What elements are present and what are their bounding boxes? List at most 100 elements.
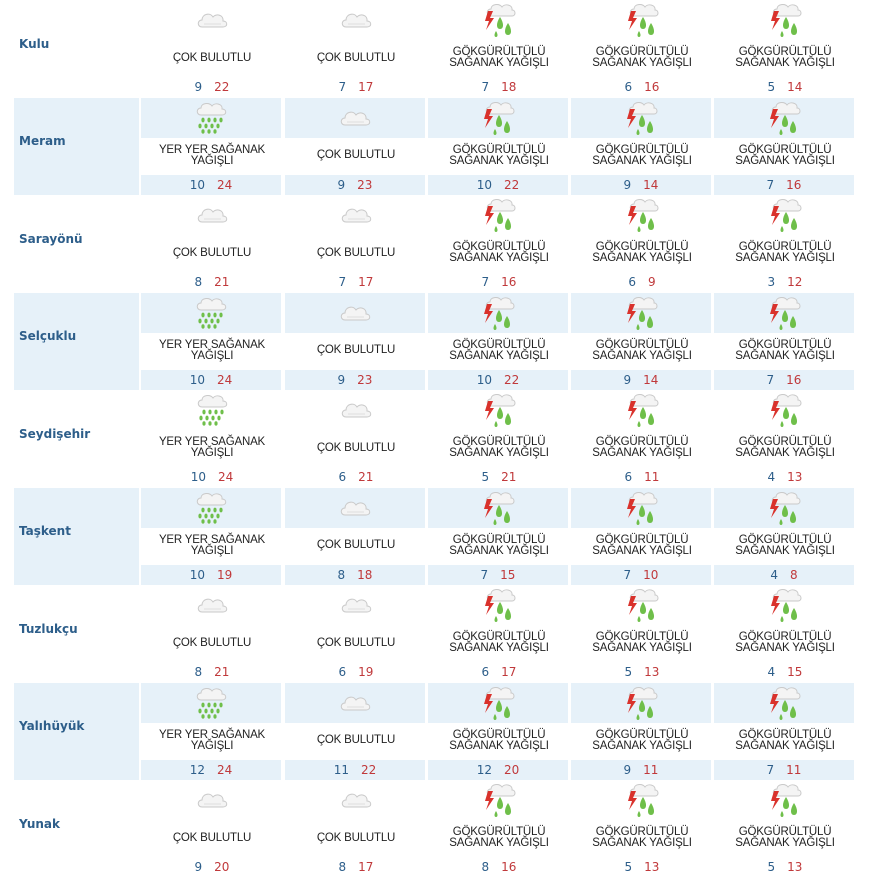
temperature-range: 6 21 — [285, 467, 427, 487]
forecast-day-cell: ÇOK BULUTLU 9 22 — [141, 0, 283, 98]
district-cell: Sarayönü — [14, 195, 139, 293]
forecast-day-cell: ÇOK BULUTLU 7 17 — [285, 0, 427, 98]
temperature-range: 7 17 — [285, 272, 427, 292]
min-temperature: 8 — [194, 665, 203, 679]
forecast-day-cell: GÖKGÜRÜLTÜLÜ SAĞANAK YAĞIŞLI 6 9 — [571, 195, 713, 293]
min-temperature: 4 — [767, 470, 776, 484]
min-temperature: 10 — [189, 567, 205, 582]
temperature-range: 3 12 — [714, 272, 856, 292]
condition-label: GÖKGÜRÜLTÜLÜ SAĞANAK YAĞIŞLI — [735, 46, 835, 69]
condition-label: GÖKGÜRÜLTÜLÜ SAĞANAK YAĞIŞLI — [592, 241, 692, 264]
min-temperature: 9 — [623, 177, 632, 192]
min-temperature: 9 — [337, 372, 346, 387]
condition-label: YER YER SAĞANAK YAĞIŞLI — [158, 728, 266, 752]
min-temperature: 10 — [189, 177, 205, 192]
forecast-day-cell: GÖKGÜRÜLTÜLÜ SAĞANAK YAĞIŞLI 6 11 — [571, 390, 713, 488]
thunderstorm-icon — [571, 0, 713, 40]
temperature-range: 9 11 — [571, 759, 713, 780]
condition-label: GÖKGÜRÜLTÜLÜ SAĞANAK YAĞIŞLI — [735, 533, 835, 557]
max-temperature: 24 — [217, 372, 233, 387]
thunderstorm-icon — [571, 97, 713, 138]
min-temperature: 7 — [481, 80, 490, 94]
max-temperature: 21 — [501, 470, 517, 484]
condition-label: GÖKGÜRÜLTÜLÜ SAĞANAK YAĞIŞLI — [735, 728, 835, 752]
thunderstorm-icon — [714, 780, 856, 820]
forecast-day-cell: GÖKGÜRÜLTÜLÜ SAĞANAK YAĞIŞLI 4 8 — [714, 487, 856, 586]
min-temperature: 7 — [766, 177, 775, 192]
min-temperature: 6 — [481, 665, 490, 679]
temperature-range: 12 20 — [428, 759, 570, 780]
forecast-day-cell: ÇOK BULUTLU 7 17 — [285, 195, 427, 293]
min-temperature: 7 — [481, 275, 490, 289]
condition-label: YER YER SAĞANAK YAĞIŞLI — [158, 533, 266, 557]
thunderstorm-icon — [714, 292, 856, 333]
max-temperature: 16 — [786, 177, 802, 192]
max-temperature: 22 — [361, 762, 377, 777]
min-temperature: 10 — [476, 372, 492, 387]
condition-label: GÖKGÜRÜLTÜLÜ SAĞANAK YAĞIŞLI — [592, 728, 692, 752]
max-temperature: 8 — [790, 567, 798, 582]
condition-label: ÇOK BULUTLU — [316, 734, 396, 746]
forecast-day-cell: GÖKGÜRÜLTÜLÜ SAĞANAK YAĞIŞLI 7 16 — [714, 292, 856, 391]
temperature-range: 9 23 — [285, 369, 427, 390]
temperature-range: 5 13 — [571, 857, 713, 877]
thunderstorm-icon — [571, 487, 713, 528]
temperature-range: 7 16 — [714, 369, 856, 390]
district-cell: Taşkent — [14, 487, 139, 585]
min-temperature: 8 — [337, 567, 346, 582]
max-temperature: 21 — [358, 470, 374, 484]
table-row: Taşkent YER YER SAĞANAK YAĞIŞLI 10 19 ÇOK BU… — [14, 487, 859, 586]
condition-label: GÖKGÜRÜLTÜLÜ SAĞANAK YAĞIŞLI — [449, 631, 549, 654]
cloud-icon — [285, 97, 427, 138]
thunderstorm-icon — [428, 97, 570, 138]
cloud-icon — [141, 195, 283, 235]
forecast-day-cell: GÖKGÜRÜLTÜLÜ SAĞANAK YAĞIŞLI 6 17 — [428, 585, 570, 683]
min-temperature: 8 — [338, 860, 347, 874]
max-temperature: 19 — [358, 665, 374, 679]
forecast-day-cell: ÇOK BULUTLU 8 17 — [285, 780, 427, 878]
temperature-range: 10 19 — [141, 564, 283, 585]
temperature-range: 10 22 — [428, 174, 570, 195]
forecast-table: Kulu ÇOK BULUTLU 9 22 ÇOK BULUTLU 7 17 GÖKGÜRÜL… — [14, 0, 859, 878]
min-temperature: 7 — [480, 567, 489, 582]
district-cell: Yalıhüyük — [14, 682, 139, 780]
cloud-icon — [285, 585, 427, 625]
forecast-day-cell: GÖKGÜRÜLTÜLÜ SAĞANAK YAĞIŞLI 3 12 — [714, 195, 856, 293]
min-temperature: 7 — [338, 275, 347, 289]
district-name: Tuzlukçu — [19, 621, 78, 636]
thunderstorm-icon — [428, 0, 570, 40]
condition-label: ÇOK BULUTLU — [172, 51, 252, 64]
condition-label: ÇOK BULUTLU — [316, 344, 396, 356]
max-temperature: 13 — [787, 860, 803, 874]
max-temperature: 13 — [644, 665, 660, 679]
min-temperature: 5 — [481, 470, 490, 484]
min-temperature: 7 — [623, 567, 632, 582]
max-temperature: 17 — [358, 860, 374, 874]
forecast-day-cell: GÖKGÜRÜLTÜLÜ SAĞANAK YAĞIŞLI 4 15 — [714, 585, 856, 683]
max-temperature: 22 — [214, 80, 230, 94]
forecast-day-cell: GÖKGÜRÜLTÜLÜ SAĞANAK YAĞIŞLI 4 13 — [714, 390, 856, 488]
min-temperature: 7 — [766, 762, 775, 777]
temperature-range: 9 14 — [571, 369, 713, 390]
cloud-icon — [285, 487, 427, 528]
temperature-range: 7 10 — [571, 564, 713, 585]
max-temperature: 11 — [644, 470, 660, 484]
condition-label: GÖKGÜRÜLTÜLÜ SAĞANAK YAĞIŞLI — [592, 143, 692, 167]
condition-label: ÇOK BULUTLU — [172, 831, 252, 844]
max-temperature: 17 — [358, 80, 374, 94]
temperature-range: 6 17 — [428, 662, 570, 682]
condition-label: GÖKGÜRÜLTÜLÜ SAĞANAK YAĞIŞLI — [449, 46, 549, 69]
district-cell: Seydişehir — [14, 390, 139, 488]
max-temperature: 21 — [214, 275, 230, 289]
condition-label: GÖKGÜRÜLTÜLÜ SAĞANAK YAĞIŞLI — [592, 436, 692, 459]
forecast-day-cell: GÖKGÜRÜLTÜLÜ SAĞANAK YAĞIŞLI 7 10 — [571, 487, 713, 586]
max-temperature: 17 — [358, 275, 374, 289]
thunderstorm-icon — [714, 682, 856, 723]
temperature-range: 11 22 — [285, 759, 427, 780]
condition-label: GÖKGÜRÜLTÜLÜ SAĞANAK YAĞIŞLI — [592, 631, 692, 654]
max-temperature: 21 — [214, 665, 230, 679]
condition-label: GÖKGÜRÜLTÜLÜ SAĞANAK YAĞIŞLI — [449, 143, 549, 167]
condition-label: GÖKGÜRÜLTÜLÜ SAĞANAK YAĞIŞLI — [449, 826, 549, 849]
